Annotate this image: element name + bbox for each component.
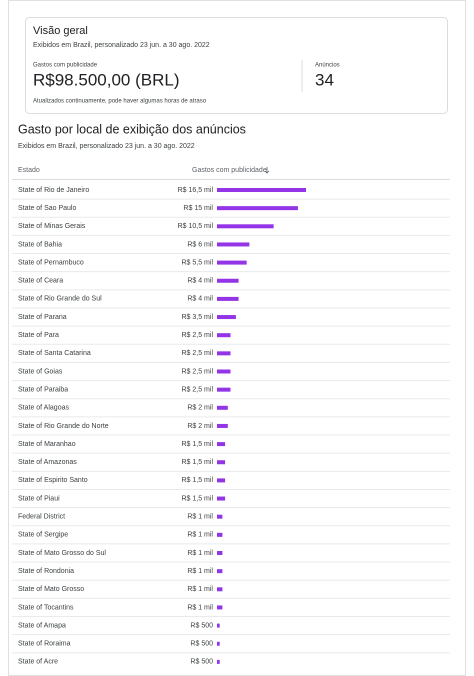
spend-label: Gastos com publicidade [33, 63, 98, 69]
spend-bar [217, 296, 239, 301]
spend-label: R$ 2,5 mil [181, 350, 213, 357]
spend-label: R$ 1 mil [187, 514, 213, 521]
state-name: Federal District [18, 514, 65, 521]
spend-label: R$ 6 mil [187, 241, 213, 248]
spend-bar [217, 551, 223, 555]
spend-bar [217, 242, 250, 247]
spend-label: R$ 500 [190, 622, 213, 629]
spend-bar [217, 587, 223, 592]
overview-title: Visão geral [33, 25, 88, 37]
state-name: State of Sergipe [18, 532, 68, 539]
spend-label: R$ 16,5 mil [178, 187, 214, 194]
spend-label: R$ 2 mil [187, 423, 213, 430]
spend-label: R$ 1,5 mil [181, 459, 213, 466]
state-name: State of Maranhao [18, 441, 76, 448]
state-name: State of Pernambuco [18, 259, 84, 266]
spend-bar [217, 188, 306, 192]
spend-label: R$ 1,5 mil [181, 495, 213, 502]
state-name: State of Alagoas [18, 405, 69, 412]
spend-label: R$ 2,5 mil [181, 332, 213, 339]
state-name: State of Amapa [18, 622, 66, 629]
spend-label: R$ 4 mil [187, 278, 213, 285]
spend-label: R$ 3,5 mil [181, 314, 213, 321]
sort-icon[interactable] [264, 167, 270, 174]
spend-bar [217, 478, 226, 483]
state-name: State of Para [18, 332, 59, 339]
spend-value: R$98.500,00 (BRL) [33, 70, 179, 89]
ads-value: 34 [315, 70, 334, 89]
spend-label: R$ 1,5 mil [181, 477, 213, 484]
spend-bar [217, 496, 226, 501]
state-name: State of Mato Grosso [18, 586, 84, 593]
spend-bar [217, 387, 231, 392]
spend-bar [217, 333, 231, 338]
spend-bar [217, 641, 220, 646]
spend-bar [217, 278, 239, 283]
state-name: State of Sao Paulo [18, 205, 76, 212]
spend-bar [217, 206, 298, 211]
ads-label: Anúncios [315, 63, 340, 69]
column-header: Estado [18, 167, 40, 174]
table-subtitle: Exibidos em Brazil, personalizado 23 jun… [18, 143, 195, 150]
overview-note: Atualizados continuamente, pode haver al… [33, 99, 207, 105]
spend-bar [217, 224, 274, 229]
state-name: State of Ceara [18, 278, 63, 285]
spend-label: R$ 500 [190, 641, 213, 648]
state-name: State of Goias [18, 368, 63, 375]
state-name: State of Bahia [18, 241, 62, 248]
spend-label: R$ 1 mil [187, 604, 213, 611]
spend-bar [217, 351, 231, 356]
spend-bar [217, 532, 223, 537]
spend-bar [217, 659, 220, 664]
spend-bar [217, 623, 220, 628]
overview-card [25, 17, 448, 114]
state-name: State of Amazonas [18, 459, 77, 466]
spend-bar [217, 514, 223, 519]
state-name: State of Paraiba [18, 386, 68, 393]
spend-label: R$ 2 mil [187, 405, 213, 412]
state-name: State of Acre [18, 659, 58, 666]
state-name: State of Minas Gerais [18, 223, 86, 230]
spend-label: R$ 4 mil [187, 296, 213, 303]
state-name: State of Mato Grosso do Sul [18, 550, 106, 557]
state-name: State of Rio Grande do Sul [18, 296, 102, 303]
spend-label: R$ 5,5 mil [181, 259, 213, 266]
spend-bar [217, 405, 228, 410]
spend-bar [217, 605, 223, 610]
spend-bar [217, 442, 226, 447]
overview-subtitle: Exibidos em Brazil, personalizado 23 jun… [33, 42, 210, 49]
spend-bar [217, 315, 236, 320]
table-title: Gasto por local de exibição dos anúncios [18, 122, 246, 136]
spend-bar [217, 423, 228, 428]
spend-label: R$ 1 mil [187, 586, 213, 593]
state-name: State of Espirito Santo [18, 477, 88, 484]
spend-label: R$ 15 mil [183, 205, 213, 212]
spend-label: R$ 1 mil [187, 550, 213, 557]
spend-bar [217, 569, 223, 574]
spend-label: R$ 500 [190, 659, 213, 666]
spend-bar [217, 460, 226, 465]
spend-label: R$ 1 mil [187, 568, 213, 575]
state-name: State of Roraima [18, 641, 71, 648]
spend-label: R$ 10,5 mil [178, 223, 214, 230]
spend-bar [217, 260, 247, 265]
spend-label: R$ 2,5 mil [181, 368, 213, 375]
state-name: State of Rio Grande do Norte [18, 423, 109, 430]
spend-bar [217, 369, 231, 374]
state-name: State of Rondonia [18, 568, 74, 575]
state-name: State of Santa Catarina [18, 350, 91, 357]
state-name: State of Rio de Janeiro [18, 187, 89, 194]
column-header: Gastos com publicidade [192, 167, 267, 174]
state-name: State of Parana [18, 314, 67, 321]
spend-label: R$ 1 mil [187, 532, 213, 539]
state-name: State of Piaui [18, 495, 60, 502]
state-name: State of Tocantins [18, 604, 74, 611]
spend-label: R$ 1,5 mil [181, 441, 213, 448]
spend-label: R$ 2,5 mil [181, 386, 213, 393]
